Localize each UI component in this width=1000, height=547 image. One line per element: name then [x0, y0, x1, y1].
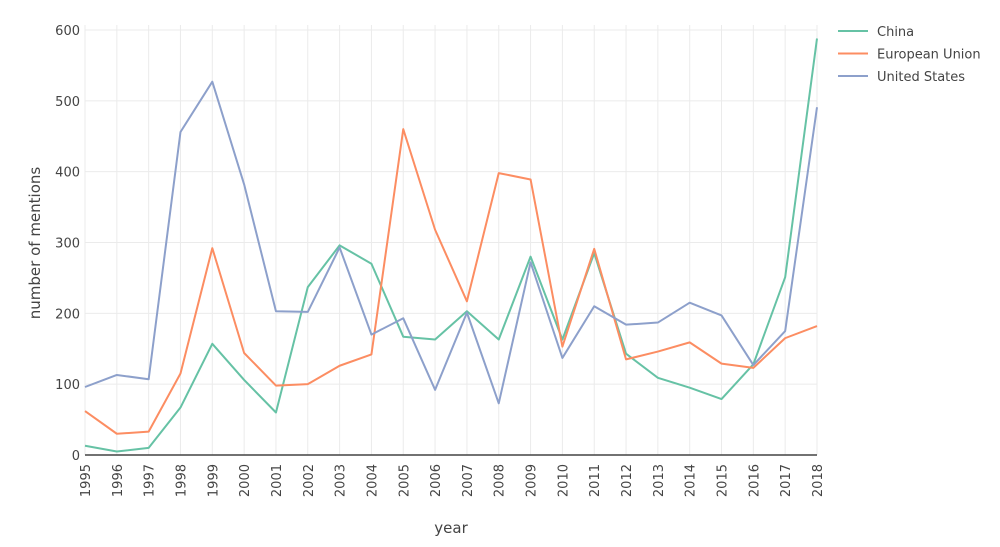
x-tick-label: 2013: [652, 464, 667, 497]
legend-item[interactable]: European Union: [838, 48, 981, 63]
legend-item[interactable]: China: [838, 25, 914, 40]
x-tick-label: 2008: [493, 464, 508, 497]
x-tick-label: 2001: [270, 464, 285, 497]
legend-label: China: [877, 25, 914, 40]
x-tick-label: 1996: [111, 464, 126, 497]
y-axis-title: number of mentions: [26, 167, 44, 320]
series-line-united-states: [84, 80, 818, 405]
x-tick-labels: 1995 1996 1997 1998 1999 2000 2001 2002 2003 2004…: [79, 464, 826, 497]
x-tick-label: 2005: [397, 464, 412, 497]
x-tick-label: 1997: [143, 464, 158, 497]
legend[interactable]: China European Union United States: [838, 25, 981, 85]
series-lines: [84, 38, 818, 453]
x-tick-label: 1999: [206, 464, 221, 497]
y-tick-label: 400: [55, 166, 80, 181]
y-tick-label: 200: [55, 307, 80, 322]
y-tick-label: 300: [55, 237, 80, 252]
x-tick-label: 2010: [556, 464, 571, 497]
x-tick-label: 2002: [302, 464, 317, 497]
y-tick-label: 0: [72, 449, 80, 464]
x-tick-label: 2009: [525, 464, 540, 497]
x-tick-label: 2012: [620, 464, 635, 497]
x-tick-label: 1995: [79, 464, 94, 497]
x-tick-label: 2018: [811, 464, 826, 497]
legend-label: European Union: [877, 48, 981, 63]
y-tick-labels: 0 100 200 300 400 500 600: [55, 24, 80, 464]
x-tick-label: 2000: [238, 464, 253, 497]
x-axis-title: year: [434, 519, 468, 537]
legend-label: United States: [877, 70, 965, 85]
y-tick-label: 600: [55, 24, 80, 39]
x-tick-label: 2011: [588, 464, 603, 497]
x-tick-label: 2006: [429, 464, 444, 497]
x-tick-label: 2004: [365, 464, 380, 497]
x-tick-label: 2014: [684, 464, 699, 497]
y-tick-label: 100: [55, 378, 80, 393]
series-line-china: [84, 38, 818, 453]
series-line-european-union: [84, 128, 818, 435]
x-tick-label: 2017: [779, 464, 794, 497]
x-tick-label: 2016: [747, 464, 762, 497]
x-tick-label: 2007: [461, 464, 476, 497]
x-tick-label: 2003: [334, 464, 349, 497]
x-tick-label: 2015: [716, 464, 731, 497]
legend-item[interactable]: United States: [838, 70, 965, 85]
y-tick-label: 500: [55, 95, 80, 110]
x-tick-label: 1998: [174, 464, 189, 497]
grid: [84, 25, 818, 455]
